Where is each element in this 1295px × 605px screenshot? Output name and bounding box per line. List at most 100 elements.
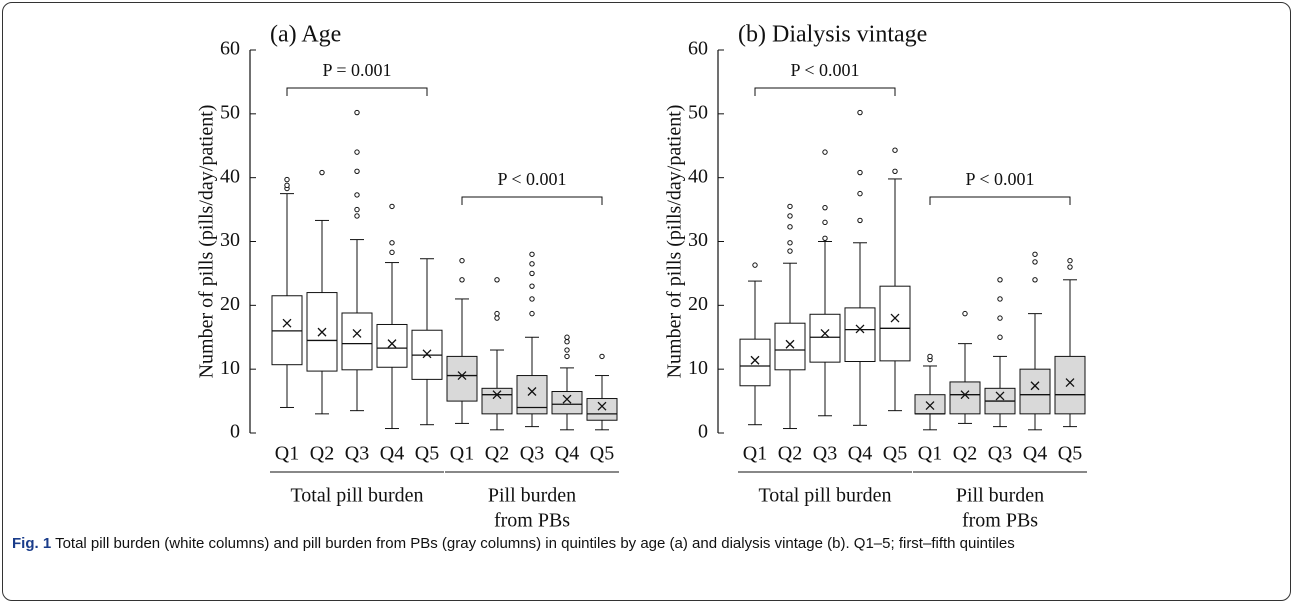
- box: [586, 398, 618, 421]
- box: [376, 323, 408, 368]
- x-tick-label: Q4: [555, 443, 579, 465]
- y-tick-label: 10: [220, 357, 240, 379]
- outlier: [1032, 251, 1038, 257]
- box: [1054, 355, 1086, 415]
- group-label: Total pill burden: [290, 485, 423, 507]
- box: [1019, 368, 1051, 415]
- outlier: [564, 334, 570, 340]
- mean-marker: [492, 390, 502, 400]
- y-axis-label: Number of pills (pills/day/patient): [196, 105, 218, 379]
- x-tick-label: Q1: [918, 443, 942, 465]
- x-tick-label: Q1: [275, 443, 299, 465]
- mean-marker: [820, 328, 830, 338]
- y-tick-label: 20: [688, 293, 708, 315]
- y-tick-label: 20: [220, 293, 240, 315]
- x-tick-label: Q2: [485, 443, 509, 465]
- outlier: [284, 182, 290, 189]
- outlier: [962, 310, 968, 317]
- outlier: [822, 204, 828, 211]
- outlier: [1067, 264, 1073, 270]
- outlier: [787, 248, 793, 254]
- outlier: [564, 347, 570, 353]
- x-tick-label: Q3: [345, 443, 369, 465]
- p-value-label: P < 0.001: [791, 60, 860, 80]
- mean-marker: [890, 313, 900, 323]
- outlier: [787, 240, 793, 246]
- y-tick-label: 60: [220, 38, 240, 60]
- group-label: Total pill burden: [758, 485, 891, 507]
- y-axis-label: Number of pills (pills/day/patient): [664, 105, 686, 379]
- x-tick-label: Q5: [590, 443, 614, 465]
- x-tick-label: Q1: [743, 443, 767, 465]
- x-tick-label: Q2: [778, 443, 802, 465]
- outlier: [354, 149, 360, 155]
- outlier: [752, 262, 758, 268]
- x-tick-label: Q4: [1023, 443, 1047, 465]
- figure-label: Fig. 1: [12, 535, 52, 552]
- x-tick-label: Q3: [520, 443, 544, 465]
- outlier: [857, 109, 863, 116]
- box: [809, 313, 841, 363]
- box: [949, 381, 981, 415]
- outlier: [354, 206, 360, 213]
- x-tick-label: Q4: [848, 443, 872, 465]
- outlier: [892, 168, 898, 174]
- p-value-label: P < 0.001: [498, 169, 567, 189]
- mean-marker: [352, 328, 362, 338]
- outlier: [822, 149, 828, 155]
- mean-marker: [750, 355, 760, 365]
- outlier: [997, 334, 1003, 340]
- mean-marker: [995, 391, 1005, 401]
- box: [481, 387, 513, 415]
- box: [341, 312, 373, 371]
- outlier: [284, 176, 290, 183]
- x-tick-label: Q5: [415, 443, 439, 465]
- mean-marker: [317, 327, 327, 337]
- x-tick-label: Q2: [953, 443, 977, 465]
- outlier: [459, 257, 465, 264]
- box: [551, 391, 583, 415]
- outlier: [529, 251, 535, 257]
- mean-marker: [1030, 381, 1040, 391]
- outlier: [529, 296, 535, 302]
- outlier: [892, 147, 898, 153]
- outlier: [1067, 257, 1073, 264]
- outlier: [564, 339, 570, 345]
- box: [879, 285, 911, 362]
- outlier: [354, 168, 360, 174]
- y-tick-label: 0: [230, 421, 240, 443]
- outlier: [564, 353, 570, 360]
- outlier: [997, 277, 1003, 283]
- mean-marker: [562, 394, 572, 404]
- y-tick-label: 30: [220, 229, 240, 251]
- chart: 0 10 20 30 40 50 60 (a) Age Number of pills (pil…: [196, 22, 1087, 530]
- significance-bracket: [286, 87, 428, 96]
- x-tick-label: Q1: [450, 443, 474, 465]
- group-label: Pill burden: [956, 485, 1044, 507]
- mean-marker: [925, 401, 935, 411]
- x-tick-label: Q5: [883, 443, 907, 465]
- outlier: [599, 353, 605, 360]
- outlier: [857, 217, 863, 224]
- x-tick-label: Q4: [380, 443, 404, 465]
- p-value-label: P = 0.001: [323, 60, 392, 80]
- outlier: [857, 169, 863, 176]
- y-tick-label: 50: [220, 101, 240, 123]
- p-value-label: P < 0.001: [966, 169, 1035, 189]
- mean-marker: [785, 339, 795, 349]
- y-tick-label: 60: [688, 38, 708, 60]
- group-label: Pill burden: [488, 485, 576, 507]
- y-tick-label: 40: [688, 165, 708, 187]
- chart-title: (b) Dialysis vintage: [738, 22, 927, 48]
- outlier: [354, 213, 360, 219]
- box: [844, 307, 876, 363]
- mean-marker: [1065, 378, 1075, 388]
- caption-text: Total pill burden (white columns) and pi…: [55, 535, 1015, 552]
- box: [914, 394, 946, 415]
- outlier: [389, 203, 395, 210]
- outlier: [389, 240, 395, 246]
- chart-title: (a) Age: [270, 22, 341, 48]
- box: [739, 338, 771, 387]
